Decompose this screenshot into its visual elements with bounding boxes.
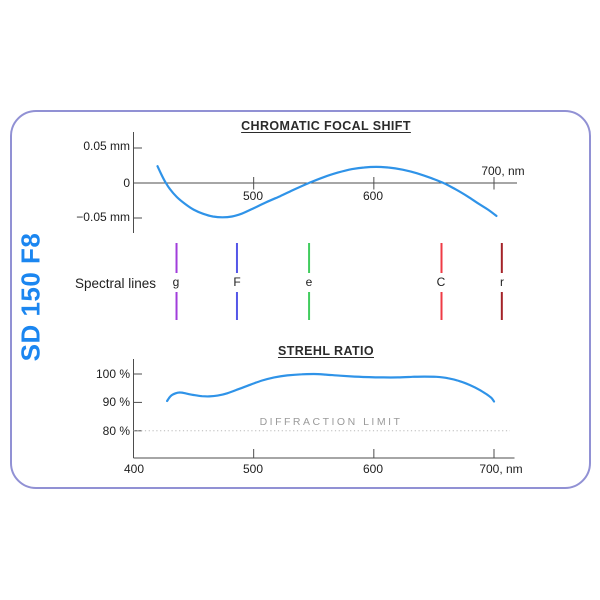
chart2-ytick-label-80: 80 %: [102, 424, 130, 438]
chart2-ytick-label-100: 100 %: [95, 367, 130, 381]
chart2-x-end-label: 700, nm: [479, 462, 523, 476]
chart1-ytick-label-neg005: −0.05 mm: [76, 210, 130, 224]
spectral-letter-C: C: [436, 275, 446, 289]
chart1-xtick-label-600: 600: [362, 189, 384, 203]
chart1-ytick-label-0: 0: [123, 176, 130, 190]
spectral-letter-r: r: [500, 275, 504, 289]
chart1-ytick-label-005: 0.05 mm: [83, 139, 130, 153]
chart2-xtick-label-600: 600: [362, 462, 384, 476]
spectral-letter-g: g: [172, 275, 180, 289]
model-label: SD 150 F8: [15, 232, 46, 362]
chart2-xtick-label-400: 400: [123, 462, 145, 476]
diffraction-limit-label: DIFFRACTION LIMIT: [259, 416, 403, 428]
spectral-letter-e: e: [305, 275, 313, 289]
chart1-x-end-label: 700, nm: [481, 164, 525, 178]
spectral-letter-F: F: [233, 275, 241, 289]
chart1-title: CHROMATIC FOCAL SHIFT: [241, 119, 411, 133]
chart1-xtick-label-500: 500: [242, 189, 264, 203]
chart2-title: STREHL RATIO: [277, 344, 374, 358]
spectral-lines-label: Spectral lines: [75, 276, 157, 291]
chart2-ytick-label-90: 90 %: [102, 395, 130, 409]
chart2-xtick-label-500: 500: [242, 462, 264, 476]
